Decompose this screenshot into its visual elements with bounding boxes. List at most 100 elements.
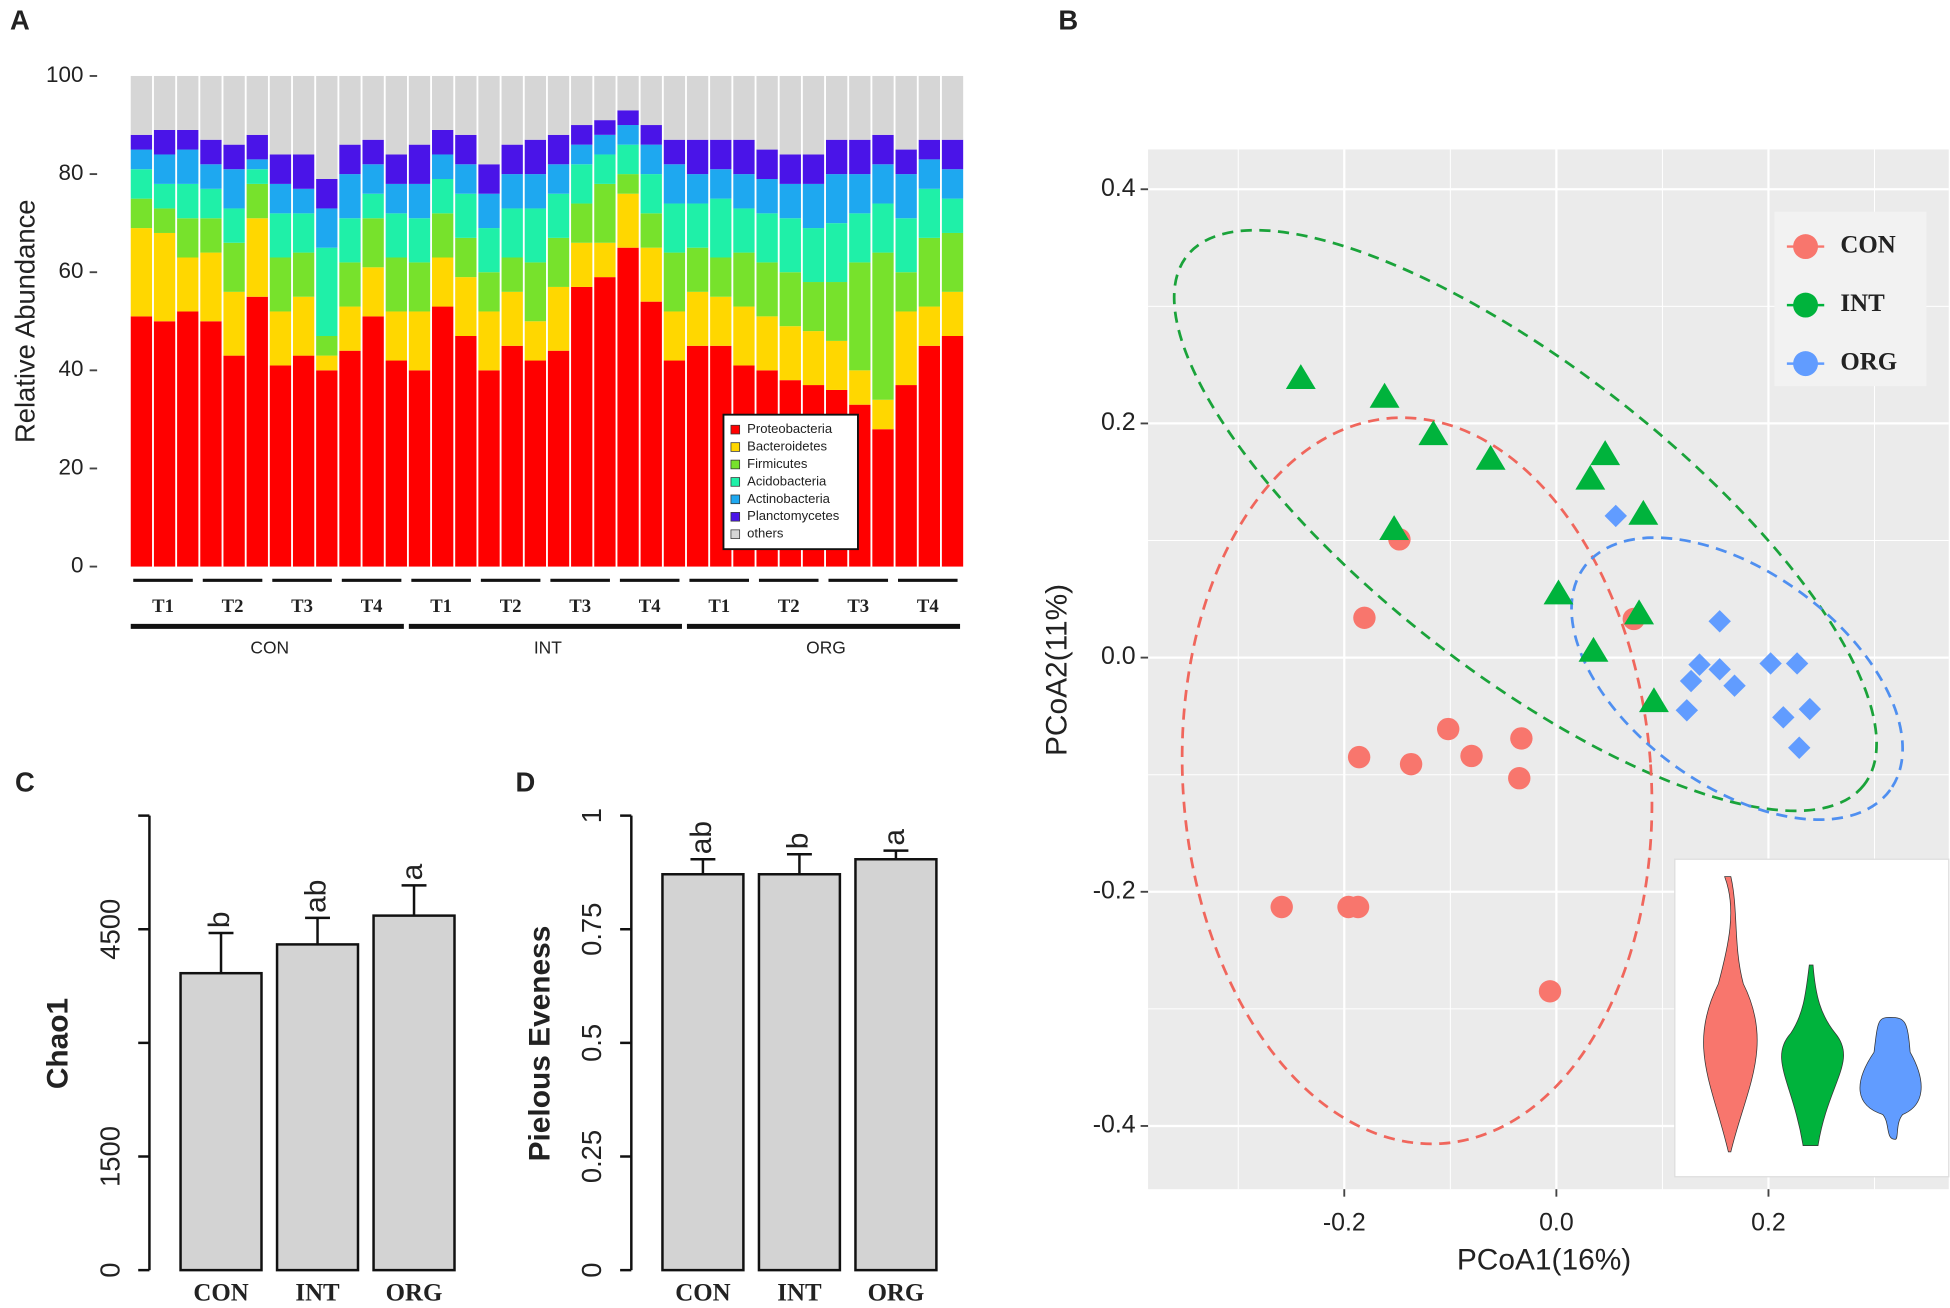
bar-segment (918, 75, 940, 140)
bar-segment (292, 75, 315, 155)
subgroup-label: T1 (708, 596, 730, 617)
bar-segment (617, 174, 639, 194)
point (1785, 652, 1809, 675)
group-label: ORG (806, 637, 846, 657)
ellipse-org (1570, 536, 1904, 822)
bar-segment (153, 232, 176, 322)
bar-segment (501, 174, 523, 209)
bar (179, 971, 263, 1272)
bar-segment (756, 179, 778, 214)
bar-segment (895, 174, 917, 219)
bar-segment (825, 139, 848, 175)
point (1347, 745, 1371, 769)
legend-swatch (730, 442, 741, 452)
panel-a: A Relative Abundance 0 20 40 60 80 100 T1 T2 T3 T4 C… (10, 5, 964, 657)
bar-segment (617, 144, 639, 175)
bar-segment (594, 75, 616, 121)
bar-segment (524, 208, 547, 263)
bar-segment (941, 198, 964, 233)
point (1418, 420, 1449, 446)
bar-segment (269, 213, 292, 258)
bar-segment (825, 223, 848, 283)
x-tick-label: CON (193, 1280, 248, 1307)
x-tick-label: CON (675, 1280, 730, 1307)
subgroup-label: T2 (500, 596, 522, 617)
subgroup-label: T1 (152, 596, 174, 617)
bar-segment (316, 179, 338, 209)
bar-segment (640, 144, 662, 175)
bar-segment (710, 257, 732, 297)
bar-segment (594, 183, 616, 243)
bar-segment (455, 277, 477, 336)
y-tick-label: 0.4 (1101, 174, 1136, 202)
bar-segment (571, 164, 593, 204)
bar-segment (686, 174, 709, 204)
x-tick-label: ORG (868, 1280, 925, 1307)
point (1624, 599, 1655, 625)
point (1759, 652, 1782, 675)
legend-swatch (730, 529, 741, 539)
bar-segment (663, 164, 686, 204)
bar-segment (872, 164, 894, 204)
bar-segment (200, 188, 222, 219)
bar-segment (432, 179, 454, 214)
bar-segment (710, 198, 732, 258)
bar-segment (547, 286, 570, 351)
bar-segment (130, 198, 153, 229)
bar-segment (663, 311, 686, 361)
bar-segment (825, 340, 848, 390)
bar-segment (640, 213, 662, 248)
bar-segment (663, 203, 686, 253)
y-tick-label: 0.25 (576, 1130, 607, 1183)
point (1436, 717, 1460, 741)
bar-segment (640, 301, 662, 567)
bar-segment (408, 262, 431, 312)
bar-segment (594, 120, 616, 135)
legend-key (1793, 234, 1819, 260)
bar-segment (918, 237, 940, 307)
bar-segment (501, 144, 523, 175)
bar-segment (455, 237, 477, 278)
bar-segment (478, 75, 500, 165)
y-tick-label: 40 (58, 356, 83, 381)
bar-segment (269, 154, 292, 184)
bar-segment (362, 316, 384, 567)
bar-segment (269, 75, 292, 155)
bar-segment (269, 365, 292, 567)
subgroup-label: T2 (222, 596, 244, 617)
bar-segment (362, 218, 384, 268)
point (1508, 767, 1531, 790)
bar-segment (130, 149, 153, 170)
bar-segment (802, 228, 825, 283)
bar-segment (177, 149, 199, 184)
point (1604, 504, 1627, 528)
bar-segment (408, 183, 431, 219)
bar-segment (524, 174, 547, 209)
y-tick-label: 20 (58, 454, 83, 479)
point (1399, 752, 1423, 776)
bar-segment (594, 277, 616, 567)
y-tick-label: 0 (94, 1263, 125, 1278)
bar-segment (200, 252, 222, 322)
bar-segment (408, 75, 431, 145)
bar-segment (223, 355, 245, 567)
bar-segment (941, 169, 964, 199)
x-tick-label: INT (295, 1280, 340, 1307)
bar-segment (316, 355, 338, 371)
point (1590, 440, 1621, 466)
legend-key (1793, 292, 1819, 318)
bar-segment (316, 370, 338, 567)
bar-segment (478, 272, 500, 312)
bar-segment (408, 370, 431, 567)
point (1460, 744, 1483, 768)
legend-label: Acidobacteria (747, 473, 827, 488)
panel-c: C 0 1500 4500 Chao1 b CON ab INT a ORG (15, 767, 456, 1307)
bar-segment (617, 125, 639, 145)
bar-segment (385, 360, 407, 567)
bar-segment (849, 370, 871, 405)
bar-segment (779, 75, 801, 155)
bar-segment (269, 257, 292, 312)
bar-segment (385, 75, 407, 155)
legend-label: Actinobacteria (747, 491, 831, 506)
bar-segment (663, 360, 686, 567)
